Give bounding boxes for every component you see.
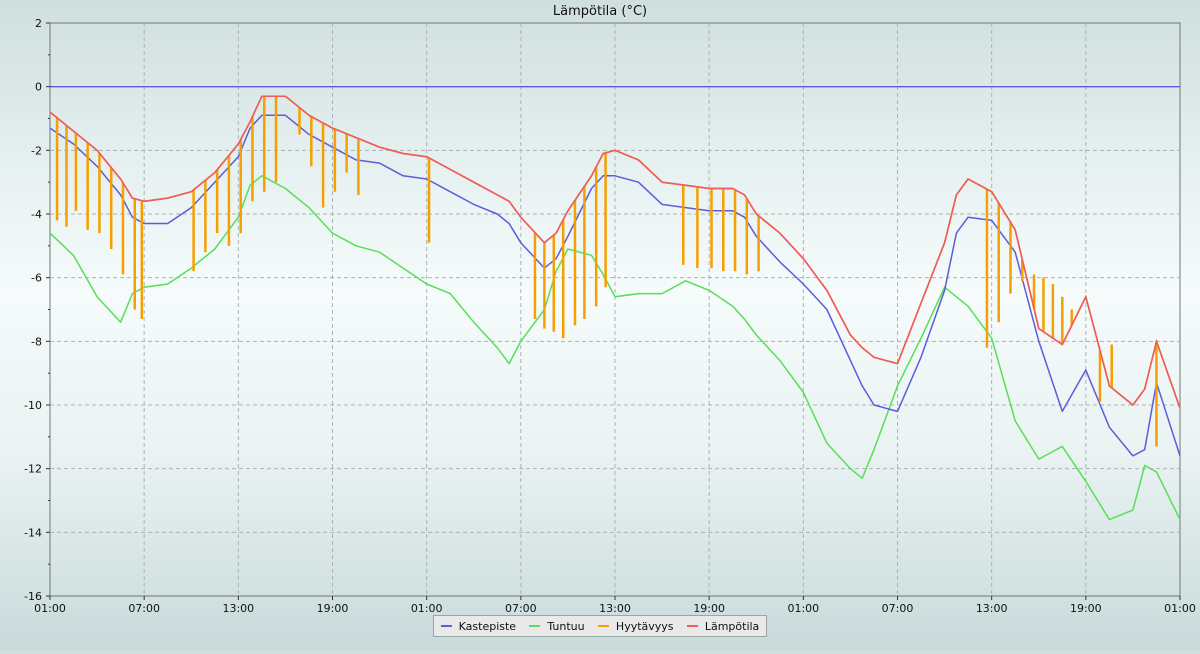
x-tick-label: 07:00 bbox=[505, 602, 537, 615]
y-tick-label: -10 bbox=[24, 399, 42, 412]
legend-item-lampotila: Lämpötila bbox=[686, 619, 760, 633]
y-tick-label: 2 bbox=[35, 17, 42, 30]
y-tick-label: -4 bbox=[31, 208, 42, 221]
legend-label-hyytavyys: Hyytävyys bbox=[615, 619, 674, 633]
legend-swatch-lampotila bbox=[686, 625, 698, 627]
legend-item-kastepiste: Kastepiste bbox=[440, 619, 517, 633]
y-tick-label: 0 bbox=[35, 81, 42, 94]
legend-item-hyytavyys: Hyytävyys bbox=[597, 619, 674, 633]
x-tick-label: 01:00 bbox=[787, 602, 819, 615]
x-tick-label: 19:00 bbox=[1070, 602, 1102, 615]
legend-label-tuntuu: Tuntuu bbox=[547, 619, 585, 633]
y-tick-label: -16 bbox=[24, 590, 42, 603]
x-tick-label: 13:00 bbox=[976, 602, 1008, 615]
legend-label-kastepiste: Kastepiste bbox=[458, 619, 517, 633]
x-tick-label: 13:00 bbox=[222, 602, 254, 615]
x-tick-label: 13:00 bbox=[599, 602, 631, 615]
legend-swatch-tuntuu bbox=[529, 625, 541, 627]
y-tick-label: -8 bbox=[31, 335, 42, 348]
grid-layer bbox=[50, 23, 1180, 596]
y-tick-label: -14 bbox=[24, 526, 42, 539]
x-tick-label: 07:00 bbox=[128, 602, 160, 615]
x-tick-label: 19:00 bbox=[317, 602, 349, 615]
series-line-kastepiste bbox=[49, 114, 1181, 457]
x-tick-label: 01:00 bbox=[411, 602, 443, 615]
y-tick-label: -12 bbox=[24, 463, 42, 476]
legend-label-lampotila: Lämpötila bbox=[704, 619, 760, 633]
chart-title: Lämpötila (°C) bbox=[553, 4, 647, 19]
legend-swatch-kastepiste bbox=[440, 625, 452, 627]
series-layer bbox=[49, 86, 1181, 521]
series-line-tuntuu bbox=[49, 175, 1181, 521]
y-tick-label: -6 bbox=[31, 272, 42, 285]
legend-item-tuntuu: Tuntuu bbox=[529, 619, 585, 633]
x-tick-label: 19:00 bbox=[693, 602, 725, 615]
y-tick-label: -2 bbox=[31, 144, 42, 157]
x-tick-label: 01:00 bbox=[1164, 602, 1196, 615]
legend-swatch-hyytavyys bbox=[597, 625, 609, 627]
series-line-lampotila-top bbox=[49, 95, 1181, 409]
x-tick-label: 01:00 bbox=[34, 602, 66, 615]
x-tick-label: 07:00 bbox=[882, 602, 914, 615]
legend: Kastepiste Tuntuu Hyytävyys Lämpötila bbox=[433, 615, 767, 637]
